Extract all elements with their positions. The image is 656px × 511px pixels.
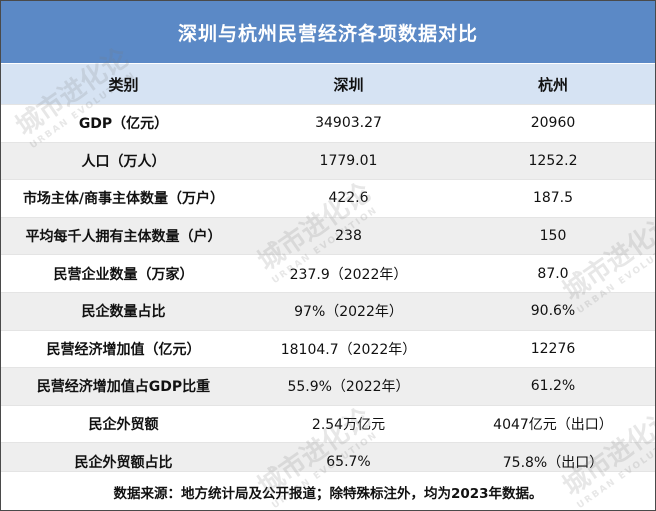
- row-hangzhou-value: 1252.2: [528, 152, 578, 169]
- row-category: 民营经济增加值占GDP比重: [36, 379, 211, 396]
- row-category: 人口（万人）: [81, 153, 166, 170]
- row-shenzhen-value: 55.9%（2022年）: [287, 379, 410, 396]
- row-hangzhou-value: 87.0: [537, 265, 569, 282]
- row-shenzhen-value: 1779.01: [319, 152, 378, 169]
- row-shenzhen-value: 2.54万亿元: [311, 417, 386, 434]
- row-hangzhou-value: 61.2%: [530, 378, 576, 395]
- row-hangzhou-value: 150: [539, 228, 567, 245]
- table-row: 民企数量占比 97%（2022年） 90.6%: [1, 291, 655, 330]
- header-shenzhen: 深圳: [333, 75, 364, 94]
- table-row: 市场主体/商事主体数量（万户） 422.6 187.5: [1, 179, 655, 217]
- header-category: 类别: [108, 75, 139, 94]
- table-body: GDP（亿元） 34903.27 20960 人口（万人） 1779.01 12…: [1, 104, 655, 480]
- row-hangzhou-value: 12276: [530, 340, 576, 357]
- table-row: 人口（万人） 1779.01 1252.2: [1, 141, 655, 180]
- row-hangzhou-value: 4047亿元（出口）: [493, 417, 613, 434]
- table-row: GDP（亿元） 34903.27 20960: [1, 104, 655, 142]
- table-row: 平均每千人拥有主体数量（户） 238 150: [1, 216, 655, 255]
- table-row: 民营企业数量（万家） 237.9（2022年） 87.0: [1, 254, 655, 292]
- row-category: 民营企业数量（万家）: [53, 266, 194, 283]
- table-row: 民营经济增加值占GDP比重 55.9%（2022年） 61.2%: [1, 367, 655, 405]
- header-hangzhou: 杭州: [537, 75, 568, 94]
- row-shenzhen-value: 18104.7（2022年）: [280, 341, 417, 358]
- table-title: 深圳与杭州民营经济各项数据对比: [177, 22, 478, 45]
- table-row: 民企外贸额 2.54万亿元 4047亿元（出口）: [1, 404, 655, 443]
- row-shenzhen-value: 422.6: [328, 190, 369, 207]
- row-shenzhen-value: 238: [335, 228, 362, 245]
- row-category: 民营经济增加值（亿元）: [46, 341, 201, 358]
- row-hangzhou-value: 75.8%（出口）: [502, 454, 604, 471]
- row-category: 市场主体/商事主体数量（万户）: [22, 191, 225, 208]
- row-hangzhou-value: 20960: [530, 115, 576, 132]
- row-hangzhou-value: 187.5: [532, 190, 574, 207]
- row-shenzhen-value: 65.7%: [326, 453, 371, 470]
- table-row: 民营经济增加值（亿元） 18104.7（2022年） 12276: [1, 329, 655, 368]
- table-header-row: 类别 深圳 杭州: [1, 63, 655, 104]
- table-title-bar: 深圳与杭州民营经济各项数据对比: [1, 1, 655, 63]
- row-category: 民企外贸额: [88, 417, 159, 434]
- row-category: 民企数量占比: [81, 304, 166, 321]
- row-category: GDP（亿元）: [78, 116, 169, 133]
- row-category: 民企外贸额占比: [74, 454, 173, 471]
- row-category: 平均每千人拥有主体数量（户）: [25, 229, 222, 246]
- row-shenzhen-value: 34903.27: [315, 115, 382, 132]
- row-shenzhen-value: 237.9（2022年）: [289, 266, 408, 283]
- source-footnote: 数据来源：地方统计局及公开报道；除特殊标注外，均为2023年数据。: [1, 471, 655, 510]
- row-hangzhou-value: 90.6%: [530, 303, 576, 320]
- row-shenzhen-value: 97%（2022年）: [294, 304, 403, 321]
